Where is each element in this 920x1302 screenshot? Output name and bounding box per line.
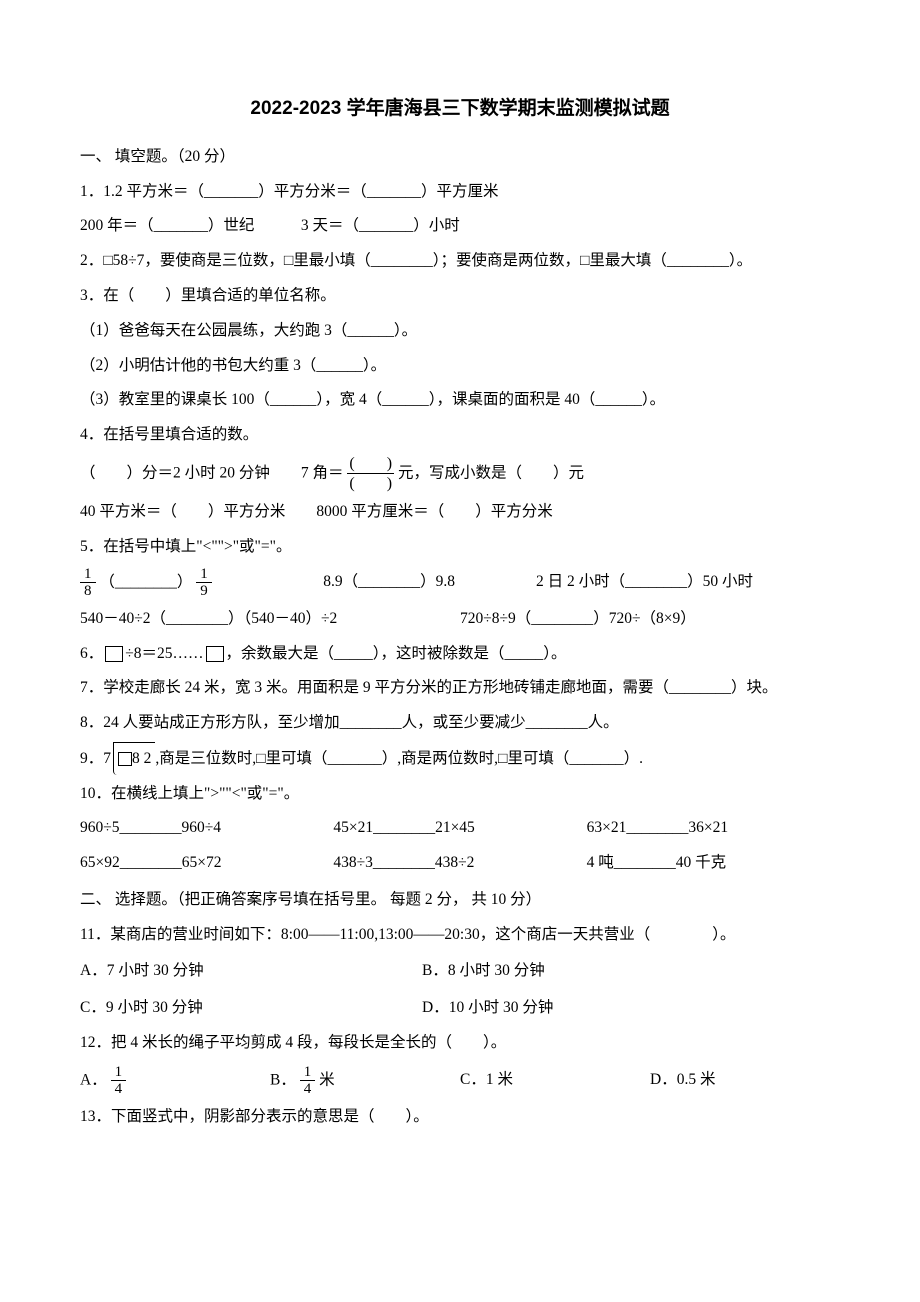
q12-options: A． 1 4 B． 1 4 米 C．1 米 D．0.5 米 [80, 1064, 840, 1098]
q6-c: ，余数最大是（_____），这时被除数是（_____）。 [226, 645, 567, 662]
q10-2c: 4 吨________40 千克 [587, 847, 840, 879]
q3-2: （2）小明估计他的书包大约重 3（______）。 [80, 350, 840, 382]
q12: 12．把 4 米长的绳子平均剪成 4 段，每段长是全长的（ ）。 [80, 1027, 840, 1059]
q12-b-suffix: 米 [319, 1071, 335, 1088]
q12-a-label: A． [80, 1071, 107, 1088]
frac-den: ( ) [347, 474, 394, 493]
q11: 11．某商店的营业时间如下：8:00——11:00,13:00——20:30，这… [80, 919, 840, 951]
q12-b-label: B． [270, 1071, 296, 1088]
frac-num: 1 [111, 1064, 127, 1082]
q5-row1: 1 8 （________） 1 9 8.9（________）9.8 2 日 … [80, 566, 840, 600]
q10: 10．在横线上填上">""<"或"="。 [80, 778, 840, 810]
frac-den: 4 [300, 1081, 316, 1098]
q9-a: 9．7 [80, 750, 111, 767]
fraction-paren: ( ) ( ) [347, 454, 394, 493]
q12-option-c: C．1 米 [460, 1064, 650, 1098]
frac-den: 9 [196, 583, 212, 600]
q12-option-b: B． 1 4 米 [270, 1064, 460, 1098]
q11-option-c: C．9 小时 30 分钟 [80, 992, 422, 1024]
q10-row2: 65×92________65×72 438÷3________438÷2 4 … [80, 847, 840, 879]
frac-num: ( ) [347, 454, 394, 474]
box-icon [118, 752, 132, 766]
q4-2: 40 平方米＝（ ）平方分米 8000 平方厘米＝（ ）平方分米 [80, 496, 840, 528]
q1-line2: 200 年＝（_______）世纪 3 天＝（_______）小时 [80, 210, 840, 242]
frac-den: 4 [111, 1081, 127, 1098]
fraction-one-ninth: 1 9 [196, 566, 212, 600]
q2: 2．□58÷7，要使商是三位数，□里最小填（________）；要使商是两位数，… [80, 245, 840, 277]
q4: 4．在括号里填合适的数。 [80, 419, 840, 451]
q5-1a: 1 8 （________） 1 9 [80, 566, 323, 600]
q3-1: （1）爸爸每天在公园晨练，大约跑 3（______）。 [80, 315, 840, 347]
frac-num: 1 [300, 1064, 316, 1082]
q10-1a: 960÷5________960÷4 [80, 812, 333, 844]
q9-b: 8 2 [132, 750, 151, 767]
frac-num: 1 [80, 566, 96, 584]
q5-row2: 540－40÷2（________）（540－40）÷2 720÷8÷9（___… [80, 603, 840, 635]
q5-1c: 2 日 2 小时（________）50 小时 [536, 566, 840, 600]
q4-1-b: 元，写成小数是（ ）元 [398, 464, 584, 481]
q10-1b: 45×21________21×45 [333, 812, 586, 844]
q1-line1: 1．1.2 平方米＝（_______）平方分米＝（_______）平方厘米 [80, 176, 840, 208]
q10-row1: 960÷5________960÷4 45×21________21×45 63… [80, 812, 840, 844]
q6: 6． ÷8＝25…… ，余数最大是（_____），这时被除数是（_____）。 [80, 638, 840, 670]
frac-num: 1 [196, 566, 212, 584]
fraction-one-quarter: 1 4 [300, 1064, 316, 1098]
q5-1b: 8.9（________）9.8 [323, 566, 536, 600]
q5-2b: 720÷8÷9（________）720÷（8×9） [460, 603, 840, 635]
q6-b: ÷8＝25…… [125, 645, 203, 662]
section2-header: 二、 选择题。（把正确答案序号填在括号里。 每题 2 分， 共 10 分） [80, 884, 840, 916]
q11-option-b: B．8 小时 30 分钟 [422, 955, 764, 987]
q5-1a-blank: （________） [99, 573, 192, 590]
q5: 5．在括号中填上"<"">"或"="。 [80, 531, 840, 563]
frac-den: 8 [80, 583, 96, 600]
q11-option-d: D．10 小时 30 分钟 [422, 992, 764, 1024]
long-division-icon: 8 2 [113, 742, 155, 775]
q4-1-a: （ ）分＝2 小时 20 分钟 7 角＝ [80, 464, 344, 481]
page-title: 2022-2023 学年唐海县三下数学期末监测模拟试题 [80, 90, 840, 129]
fraction-one-quarter: 1 4 [111, 1064, 127, 1098]
q7: 7．学校走廊长 24 米，宽 3 米。用面积是 9 平方分米的正方形地砖铺走廊地… [80, 672, 840, 704]
q10-1c: 63×21________36×21 [587, 812, 840, 844]
q3: 3．在（ ）里填合适的单位名称。 [80, 280, 840, 312]
q6-a: 6． [80, 645, 103, 662]
q10-2a: 65×92________65×72 [80, 847, 333, 879]
q5-2a: 540－40÷2（________）（540－40）÷2 [80, 603, 460, 635]
q11-option-a: A．7 小时 30 分钟 [80, 955, 422, 987]
q10-2b: 438÷3________438÷2 [333, 847, 586, 879]
q12-option-a: A． 1 4 [80, 1064, 270, 1098]
fraction-one-eighth: 1 8 [80, 566, 96, 600]
q9-c: ,商是三位数时,□里可填（_______）,商是两位数时,□里可填（______… [155, 750, 643, 767]
q3-3: （3）教室里的课桌长 100（______），宽 4（______），课桌面的面… [80, 384, 840, 416]
q12-option-d: D．0.5 米 [650, 1064, 840, 1098]
box-icon [206, 646, 224, 662]
q11-options-row2: C．9 小时 30 分钟 D．10 小时 30 分钟 [80, 992, 840, 1024]
q11-options-row1: A．7 小时 30 分钟 B．8 小时 30 分钟 [80, 955, 840, 987]
q4-1: （ ）分＝2 小时 20 分钟 7 角＝ ( ) ( ) 元，写成小数是（ ）元 [80, 454, 840, 493]
q9: 9．7 8 2,商是三位数时,□里可填（_______）,商是两位数时,□里可填（… [80, 742, 840, 775]
q8: 8．24 人要站成正方形方队，至少增加________人，或至少要减少_____… [80, 707, 840, 739]
section1-header: 一、 填空题。（20 分） [80, 141, 840, 173]
box-icon [105, 646, 123, 662]
q13: 13．下面竖式中，阴影部分表示的意思是（ ）。 [80, 1101, 840, 1133]
